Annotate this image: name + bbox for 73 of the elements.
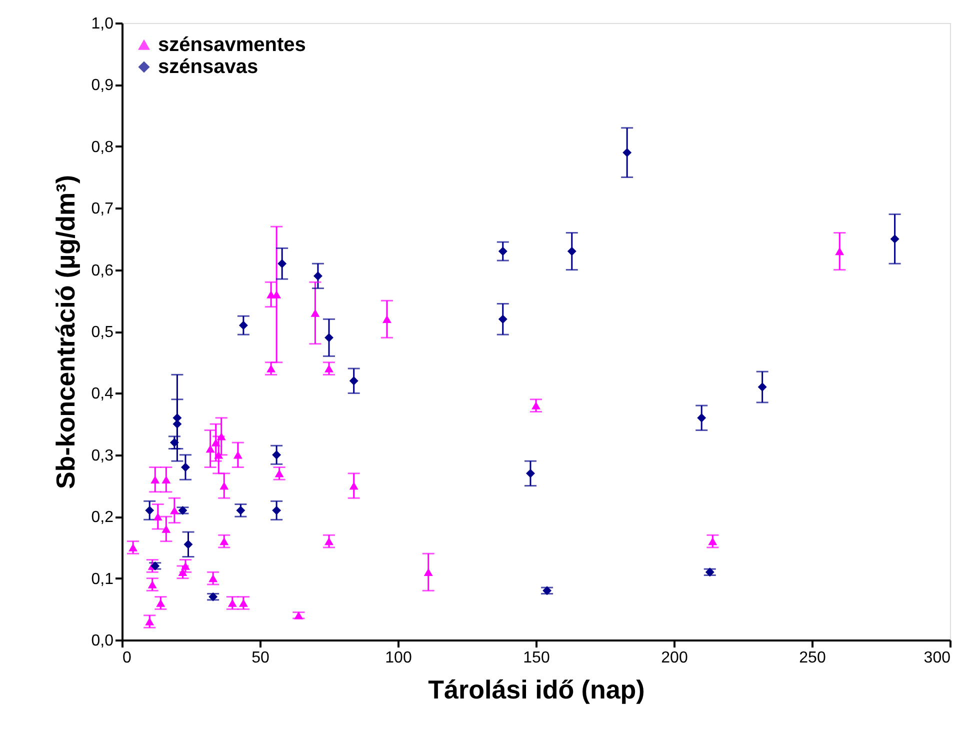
point <box>208 574 218 582</box>
point <box>890 234 900 244</box>
x-axis-title: Tárolási idő (nap) <box>428 674 645 704</box>
x-tick-label: 0 <box>122 650 132 666</box>
y-tick-label: 0,9 <box>91 77 114 94</box>
x-tick-label: 300 <box>924 650 951 666</box>
legend-label: szénsavmentes <box>158 34 306 56</box>
point <box>310 309 320 317</box>
y-tick-label: 0,5 <box>91 324 114 341</box>
point <box>272 506 282 515</box>
point <box>206 444 215 453</box>
point <box>272 450 282 460</box>
point <box>170 506 179 514</box>
point <box>835 247 844 256</box>
y-tick-label: 0,6 <box>91 262 114 280</box>
x-tick-label: 250 <box>799 650 826 666</box>
point <box>145 618 154 626</box>
point <box>238 320 248 330</box>
y-tick-label: 0,8 <box>91 138 114 156</box>
point <box>532 402 540 410</box>
point <box>220 482 229 490</box>
point <box>156 599 166 607</box>
point <box>567 246 576 256</box>
point <box>424 568 433 576</box>
point <box>313 272 322 280</box>
point <box>216 432 226 440</box>
point <box>238 599 248 607</box>
legend-label: szénsavas <box>158 56 258 78</box>
y-tick-label: 0,3 <box>91 447 114 464</box>
point <box>349 376 358 386</box>
point <box>708 537 718 546</box>
y-tick-label: 0,1 <box>91 570 114 588</box>
point <box>181 562 190 570</box>
point <box>498 314 508 324</box>
point <box>697 413 706 422</box>
point <box>324 364 334 372</box>
x-tick-label: 200 <box>661 650 688 666</box>
point <box>324 537 334 546</box>
y-tick-label: 0,4 <box>91 386 114 403</box>
point <box>153 512 162 520</box>
point <box>128 544 138 552</box>
y-tick-label: 0,0 <box>91 632 114 650</box>
point <box>278 259 287 268</box>
point <box>272 290 282 298</box>
point <box>274 470 284 478</box>
x-tick-label: 150 <box>523 650 550 666</box>
point <box>162 476 171 484</box>
x-tick-label: 50 <box>252 650 270 666</box>
y-tick-label: 0,2 <box>91 509 114 526</box>
point <box>498 246 508 256</box>
x-tick-label: 100 <box>385 650 412 666</box>
point <box>622 148 632 158</box>
point <box>184 540 193 549</box>
point <box>526 468 535 478</box>
point <box>266 364 276 372</box>
point <box>181 462 190 472</box>
point <box>148 580 157 588</box>
point <box>145 506 154 515</box>
point <box>162 525 171 533</box>
point <box>349 482 358 490</box>
point <box>758 382 767 392</box>
point <box>211 438 220 446</box>
point <box>236 506 246 515</box>
point <box>214 451 224 459</box>
point <box>220 537 229 546</box>
point <box>382 315 392 324</box>
y-axis-title: Sb-koncentráció (µg/dm³) <box>50 175 80 489</box>
y-tick-label: 0,7 <box>91 200 114 218</box>
point <box>228 599 237 607</box>
y-tick-label: 1,0 <box>91 16 114 32</box>
point <box>324 333 334 342</box>
point <box>150 476 160 484</box>
point <box>233 451 242 459</box>
